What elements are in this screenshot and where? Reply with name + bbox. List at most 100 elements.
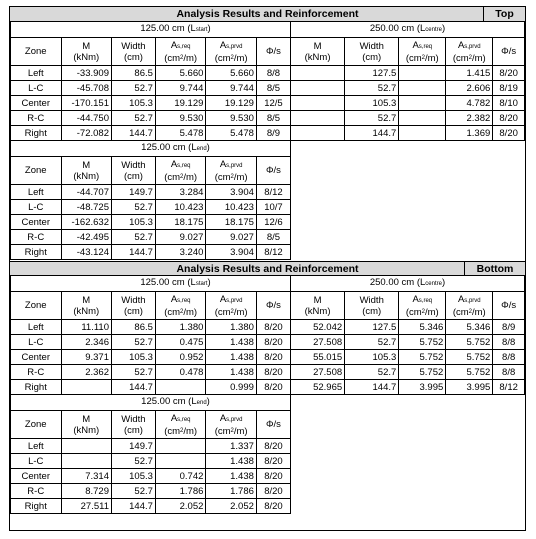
zone-header: Zone <box>10 37 62 66</box>
table-row: 52.965 144.7 3.995 3.995 8/12 <box>289 379 525 395</box>
table-row: Right 27.511 144.7 2.052 2.052 8/20 <box>10 498 292 514</box>
zone-cell: Center <box>10 95 62 111</box>
as-required-header-unit: (cm <box>164 306 181 318</box>
value-cell: -44.750 <box>60 110 112 126</box>
value-cell: 2.606 <box>445 80 494 96</box>
as-required-header-unit: (cm <box>164 171 181 183</box>
value-cell: 8/8 <box>492 334 525 350</box>
as-required-header: As,req (cm2/m) <box>154 410 207 439</box>
table-row: L-C -48.725 52.7 10.423 10.423 10/7 <box>10 199 292 215</box>
value-cell: 1.786 <box>154 483 207 499</box>
value-cell: -44.707 <box>60 184 112 200</box>
value-cell: 86.5 <box>111 319 156 335</box>
as-required-header-symbol: A <box>170 293 178 305</box>
width-header-unit: (cm) <box>362 305 382 317</box>
column-header-row: Zone M (kNm) Width (cm) As,req (cm2/m) As,prvd(… <box>10 410 292 439</box>
value-cell: 8/12 <box>492 379 525 395</box>
value-cell: 144.7 <box>111 244 156 260</box>
moment-header: M (kNm) <box>289 291 346 320</box>
bar-spacing-header: Φ/s <box>255 156 292 185</box>
table-row: 52.7 2.382 8/20 <box>289 110 525 126</box>
table-row: Center -162.632 105.3 18.175 18.175 12/6 <box>10 214 292 230</box>
as-required-header: As,req (cm2/m) <box>154 156 207 185</box>
value-cell: 5.752 <box>445 349 494 365</box>
width-header: Width (cm) <box>111 291 156 320</box>
width-header-unit: (cm) <box>123 424 143 436</box>
zone-header: Zone <box>10 410 62 439</box>
zone-cell: Left <box>10 184 62 200</box>
as-required-header-subscript: s,req <box>418 43 433 50</box>
value-cell: 8/8 <box>255 65 292 81</box>
value-cell: 1.369 <box>445 125 494 141</box>
value-cell: 8/20 <box>255 364 292 380</box>
column-header-row: Zone M (kNm) Width (cm) As,req (cm2/m) As,prvd(… <box>10 156 292 185</box>
bottom-section-header: Analysis Results and Reinforcement Botto… <box>10 261 525 276</box>
span-length-label: 125.00 cm (Lend) <box>61 394 291 411</box>
value-cell: -33.909 <box>60 65 112 81</box>
value-cell: 1.438 <box>205 364 257 380</box>
value-cell: 2.382 <box>445 110 494 126</box>
value-cell <box>154 379 207 395</box>
as-provided-header-unit: (cm <box>214 306 231 318</box>
span-length-value: 125.00 <box>140 277 173 288</box>
span-length-label: 250.00 cm (Lcentre) <box>290 21 525 38</box>
value-cell: 5.660 <box>154 65 207 81</box>
bar-spacing-header: Φ/s <box>492 37 525 66</box>
as-required-header-unit-exp: 2 <box>180 54 184 61</box>
table-row: 55.015 105.3 5.752 5.752 8/8 <box>289 349 525 365</box>
width-header-label: Width <box>121 413 146 425</box>
as-required-header-unit-exp: 2 <box>421 54 425 61</box>
value-cell: 10.423 <box>154 199 207 215</box>
as-provided-header-unit-exp: 2 <box>230 308 234 315</box>
value-cell: 0.478 <box>154 364 207 380</box>
span-ref-sub: centre <box>425 27 442 33</box>
value-cell <box>289 65 346 81</box>
table-row: Left -33.909 86.5 5.660 5.660 8/8 <box>10 65 292 81</box>
as-required-header: As,req (cm2/m) <box>154 291 207 320</box>
table-row: Right 144.7 0.999 8/20 <box>10 379 292 395</box>
as-required-header-subscript: s,req <box>177 43 191 50</box>
value-cell: 8/8 <box>492 349 525 365</box>
span-length-value: 250.00 <box>369 277 402 288</box>
table-row: Left 149.7 1.337 8/20 <box>10 438 292 454</box>
value-cell: 8/12 <box>255 244 292 260</box>
moment-header: M (kNm) <box>60 156 112 185</box>
value-cell: 105.3 <box>111 349 156 365</box>
moment-header: M (kNm) <box>60 37 112 66</box>
value-cell: 27.508 <box>289 334 346 350</box>
value-cell: -48.725 <box>60 199 112 215</box>
as-provided-header-unit-end: /m) <box>233 52 248 64</box>
table-row: 105.3 4.782 8/10 <box>289 95 525 111</box>
value-cell <box>398 65 447 81</box>
value-cell: -72.082 <box>60 125 112 141</box>
as-required-header-unit-end: /m) <box>425 52 439 64</box>
as-required-header-subscript: s,req <box>177 416 191 423</box>
moment-header-label: M <box>82 294 91 306</box>
table-row: 52.042 127.5 5.346 5.346 8/9 <box>289 319 525 335</box>
as-provided-header-symbol: A <box>219 412 227 424</box>
as-provided-header: As,prvd (cm2/m) <box>205 410 257 439</box>
table-row: 144.7 1.369 8/20 <box>289 125 525 141</box>
value-cell: 8/5 <box>255 80 292 96</box>
as-required-header-unit: (cm <box>405 52 422 64</box>
value-cell <box>289 110 346 126</box>
zone-cell: L-C <box>10 334 62 350</box>
as-required-header-unit-end: /m) <box>183 306 198 318</box>
span-length-row: 125.00 cm (Lstart) <box>10 275 291 292</box>
span-ref-close: ) <box>207 23 211 34</box>
zone-cell: L-C <box>10 80 62 96</box>
table-row: 27.508 52.7 5.752 5.752 8/8 <box>289 334 525 350</box>
value-cell: 55.015 <box>289 349 346 365</box>
span-ref: L <box>420 23 426 34</box>
moment-header: M (kNm) <box>289 37 346 66</box>
width-header-unit: (cm) <box>123 170 143 182</box>
table-row: R-C -44.750 52.7 9.530 9.530 8/5 <box>10 110 292 126</box>
as-provided-header-symbol: A <box>219 158 227 170</box>
value-cell: 5.660 <box>205 65 257 81</box>
span-ref-close: ) <box>206 142 210 153</box>
as-required-header-unit: (cm <box>164 425 181 437</box>
top-centre-table: 250.00 cm (Lcentre) M (kNm) Width (cm) As,req… <box>289 21 525 141</box>
value-cell: -43.124 <box>60 244 112 260</box>
value-cell <box>60 438 112 454</box>
value-cell: 86.5 <box>111 65 156 81</box>
